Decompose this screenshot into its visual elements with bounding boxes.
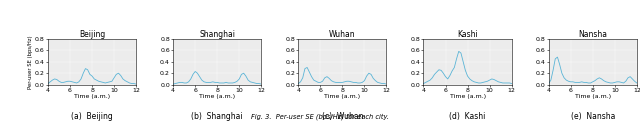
Title: Beijing: Beijing [79, 30, 105, 39]
Text: (c)  Wuhan: (c) Wuhan [322, 112, 363, 121]
Title: Nansha: Nansha [578, 30, 607, 39]
X-axis label: Time (a.m.): Time (a.m.) [74, 94, 110, 99]
Text: (b)  Shanghai: (b) Shanghai [191, 112, 243, 121]
Title: Shanghai: Shanghai [199, 30, 236, 39]
Y-axis label: Per-user SE (bps/Hz): Per-user SE (bps/Hz) [28, 35, 33, 89]
Text: (e)  Nansha: (e) Nansha [570, 112, 615, 121]
X-axis label: Time (a.m.): Time (a.m.) [324, 94, 360, 99]
X-axis label: Time (a.m.): Time (a.m.) [575, 94, 611, 99]
X-axis label: Time (a.m.): Time (a.m.) [199, 94, 236, 99]
Text: (a)  Beijing: (a) Beijing [71, 112, 113, 121]
X-axis label: Time (a.m.): Time (a.m.) [449, 94, 486, 99]
Title: Kashi: Kashi [457, 30, 478, 39]
Text: Fig. 3.  Per-user SE (bps/Hz) for each city.: Fig. 3. Per-user SE (bps/Hz) for each ci… [251, 113, 389, 120]
Title: Wuhan: Wuhan [329, 30, 356, 39]
Text: (d)  Kashi: (d) Kashi [449, 112, 486, 121]
